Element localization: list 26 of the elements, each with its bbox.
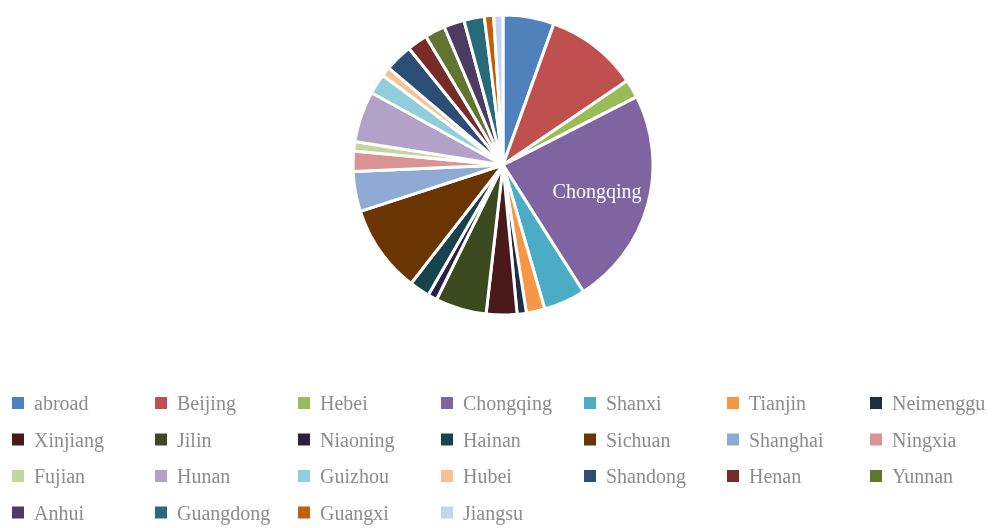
legend-label: Tianjin bbox=[749, 392, 807, 415]
legend-label: Niaoning bbox=[320, 428, 395, 452]
legend-label: Ningxia bbox=[892, 428, 957, 452]
legend-label: Jilin bbox=[177, 428, 212, 451]
legend-label: Neimenggu bbox=[892, 392, 986, 415]
legend-label: Guangdong bbox=[177, 501, 271, 525]
legend-label: Shandong bbox=[606, 465, 686, 488]
legend-label: Jiangsu bbox=[463, 501, 523, 525]
legend-label: Guizhou bbox=[320, 465, 389, 487]
legend-label: Fujian bbox=[34, 465, 86, 488]
legend-label: Shanxi bbox=[606, 392, 662, 414]
legend-label: Hainan bbox=[463, 428, 521, 451]
legend-label: Guangxi bbox=[320, 501, 390, 525]
legend-label: Chongqing bbox=[463, 392, 552, 415]
legend-label: Anhui bbox=[34, 501, 85, 524]
legend-label: Yunnan bbox=[892, 465, 954, 487]
legend-label: Beijing bbox=[177, 392, 236, 415]
legend-label: Henan bbox=[749, 465, 802, 487]
legend-label: Shanghai bbox=[749, 428, 824, 452]
text: Chongqing bbox=[552, 179, 642, 203]
legend-label: Xinjiang bbox=[34, 428, 104, 452]
legend-label: Sichuan bbox=[606, 428, 671, 451]
legend-label: Hunan bbox=[177, 465, 231, 487]
legend-label: Hebei bbox=[320, 392, 369, 414]
legend-label: Hubei bbox=[463, 465, 513, 487]
legend-label: abroad bbox=[34, 392, 89, 414]
